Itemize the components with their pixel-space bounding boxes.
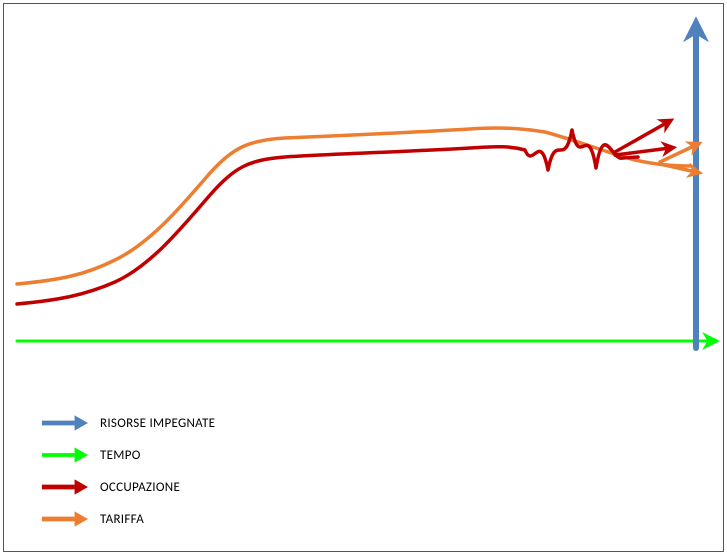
- legend-item-tempo: TEMPO: [40, 443, 141, 467]
- legend-item-risorse: RISORSE IMPEGNATE: [40, 411, 215, 435]
- legend-arrow-tempo-icon: [40, 445, 88, 465]
- series-tariffa: [17, 128, 690, 284]
- series-occupazione-branch-0: [615, 122, 668, 152]
- legend-arrow-occupazione-icon: [40, 477, 88, 497]
- legend-arrow-tariffa-icon: [40, 509, 88, 529]
- legend-label-occupazione: OCCUPAZIONE: [100, 480, 180, 495]
- legend-arrow-risorse-icon: [40, 413, 88, 433]
- legend-label-tariffa: TARIFFA: [100, 512, 144, 527]
- legend-label-risorse: RISORSE IMPEGNATE: [100, 416, 215, 431]
- chart-canvas: [0, 0, 727, 555]
- legend-item-tariffa: TARIFFA: [40, 507, 144, 531]
- series-occupazione: [17, 130, 638, 304]
- legend-label-tempo: TEMPO: [100, 448, 141, 463]
- legend-item-occupazione: OCCUPAZIONE: [40, 475, 180, 499]
